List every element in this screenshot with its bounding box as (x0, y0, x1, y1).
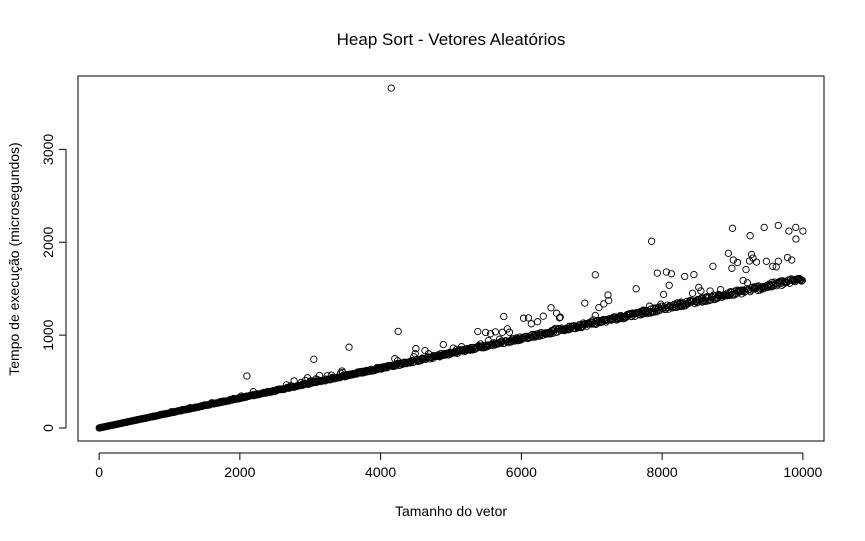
data-point (556, 313, 564, 321)
data-point (798, 276, 806, 285)
data-point (500, 312, 508, 321)
data-point (690, 270, 698, 279)
data-point (387, 84, 395, 92)
data-points (95, 84, 807, 432)
data-point (792, 223, 800, 232)
x-tick-label: 4000 (365, 464, 396, 480)
y-axis-label: Tempo de execução (microsegundos) (6, 142, 22, 375)
data-point (486, 330, 495, 338)
data-point (600, 300, 608, 308)
data-point (778, 277, 787, 285)
data-point (747, 250, 756, 259)
y-axis: 0 1000 2000 3000 (40, 134, 67, 432)
data-point (746, 232, 754, 240)
data-point (797, 277, 806, 285)
chart-title: Heap Sort - Vetores Aleatórios (337, 30, 566, 49)
data-point (394, 327, 402, 336)
data-point (519, 314, 528, 322)
data-point (743, 279, 752, 287)
data-point (539, 312, 547, 320)
y-tick-label: 3000 (40, 134, 56, 165)
data-point (757, 284, 765, 292)
data-point (604, 291, 612, 299)
data-point (695, 283, 703, 292)
data-point (533, 318, 542, 326)
data-point (709, 262, 717, 270)
x-tick-label: 0 (95, 464, 103, 480)
data-point (591, 271, 599, 279)
data-point (783, 253, 792, 262)
data-point (555, 314, 564, 322)
data-point (603, 316, 611, 325)
data-point (653, 269, 661, 277)
plot-area-frame (77, 75, 825, 442)
data-point (667, 270, 676, 278)
data-point (345, 343, 353, 351)
data-point (724, 249, 733, 257)
data-point (647, 237, 656, 245)
data-point (706, 287, 714, 295)
data-point (505, 328, 514, 336)
data-point (474, 327, 482, 336)
data-point (605, 296, 613, 305)
data-point (662, 268, 671, 276)
data-point (659, 290, 668, 299)
data-point (742, 265, 750, 274)
data-point (524, 314, 533, 322)
data-point (769, 282, 778, 290)
data-point (481, 328, 490, 337)
x-axis: 0 2000 4000 6000 8000 10000 (95, 452, 823, 480)
x-tick-label: 6000 (506, 464, 537, 480)
data-point (728, 224, 737, 232)
data-point (774, 257, 782, 265)
data-point (788, 256, 796, 264)
data-point (681, 272, 689, 281)
data-point (595, 303, 603, 312)
data-point (729, 256, 737, 264)
data-point (688, 289, 697, 297)
x-tick-label: 8000 (647, 464, 678, 480)
data-point (552, 309, 561, 317)
data-point (752, 258, 761, 266)
data-point (762, 257, 771, 265)
data-point (310, 355, 318, 363)
data-point (769, 262, 777, 270)
data-point (698, 298, 706, 306)
data-point (792, 235, 800, 243)
data-point (697, 287, 705, 295)
data-point (581, 299, 589, 307)
data-point (498, 328, 507, 336)
data-point (527, 320, 535, 328)
data-point (739, 276, 747, 285)
data-point (491, 328, 500, 336)
data-point (785, 227, 793, 235)
data-point (477, 343, 485, 351)
y-tick-label: 2000 (40, 226, 56, 257)
data-point (541, 329, 549, 338)
x-axis-label: Tamanho do vetor (395, 503, 507, 519)
x-tick-label: 10000 (783, 464, 822, 480)
data-point (733, 258, 742, 267)
data-point (728, 264, 736, 272)
x-tick-label: 2000 (224, 464, 255, 480)
data-point (598, 317, 606, 326)
data-point (665, 281, 673, 289)
data-point (799, 227, 807, 235)
data-point (412, 345, 420, 353)
data-point (774, 221, 782, 230)
data-point (547, 304, 555, 312)
data-point (760, 223, 768, 232)
y-tick-label: 0 (40, 424, 56, 432)
data-point (632, 285, 640, 293)
data-point (439, 340, 447, 349)
y-tick-label: 1000 (40, 319, 56, 350)
data-point (243, 372, 251, 380)
